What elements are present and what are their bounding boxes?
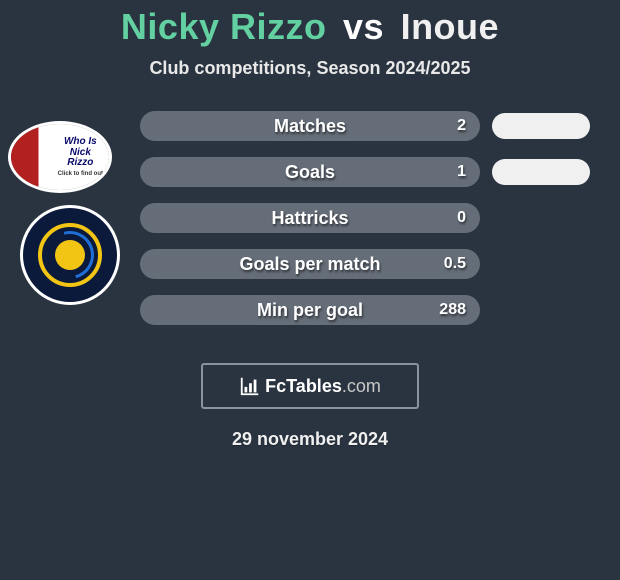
brand-name: FcTables bbox=[265, 376, 342, 396]
player1-avatar: Who Is Nick Rizzo Click to find out bbox=[8, 121, 112, 193]
avatar1-line2: Nick bbox=[70, 147, 91, 158]
stat-row: Goals per match0.5 bbox=[140, 249, 480, 279]
stat-row: Min per goal288 bbox=[140, 295, 480, 325]
page-title: Nicky Rizzo vs Inoue bbox=[0, 0, 620, 48]
team-badge bbox=[20, 205, 120, 305]
brand-text: FcTables.com bbox=[265, 376, 381, 397]
chart-icon bbox=[239, 375, 261, 397]
stat-label: Goals per match bbox=[140, 249, 480, 279]
title-player1: Nicky Rizzo bbox=[121, 6, 327, 47]
brand-box: FcTables.com bbox=[201, 363, 419, 409]
stat-bars: Matches2Goals1Hattricks0Goals per match0… bbox=[140, 111, 480, 341]
player1-avatar-text: Who Is Nick Rizzo Click to find out bbox=[58, 137, 109, 177]
subtitle: Club competitions, Season 2024/2025 bbox=[0, 58, 620, 79]
stat-value: 2 bbox=[457, 111, 466, 141]
stat-value: 288 bbox=[439, 295, 466, 325]
stat-row: Hattricks0 bbox=[140, 203, 480, 233]
stat-row: Goals1 bbox=[140, 157, 480, 187]
comparison-pill bbox=[492, 113, 590, 139]
stat-value: 1 bbox=[457, 157, 466, 187]
avatar1-line3: Rizzo bbox=[67, 157, 93, 168]
stat-label: Min per goal bbox=[140, 295, 480, 325]
player1-avatar-inner: Who Is Nick Rizzo Click to find out bbox=[11, 124, 109, 190]
stat-label: Matches bbox=[140, 111, 480, 141]
date-label: 29 november 2024 bbox=[0, 429, 620, 450]
stat-value: 0 bbox=[457, 203, 466, 233]
title-player2: Inoue bbox=[401, 6, 500, 47]
avatar1-line1: Who Is bbox=[64, 136, 97, 147]
stat-label: Hattricks bbox=[140, 203, 480, 233]
team-badge-ring bbox=[38, 223, 102, 287]
team-badge-swirl-icon bbox=[37, 222, 103, 288]
stat-label: Goals bbox=[140, 157, 480, 187]
stat-row: Matches2 bbox=[140, 111, 480, 141]
main-area: Who Is Nick Rizzo Click to find out Matc… bbox=[0, 105, 620, 345]
comparison-pill bbox=[492, 159, 590, 185]
stat-value: 0.5 bbox=[444, 249, 466, 279]
brand-domain: .com bbox=[342, 376, 381, 396]
title-vs: vs bbox=[343, 6, 384, 47]
avatar1-sub: Click to find out bbox=[58, 171, 103, 177]
